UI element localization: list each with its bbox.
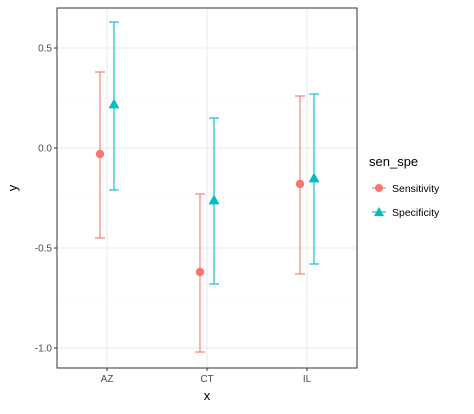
legend-label: Specificity [392,207,440,219]
y-axis-title: y [5,184,20,191]
x-axis-title: x [204,388,211,403]
x-axis: AZ CT IL [101,368,312,385]
data-point-specificity [308,172,320,183]
legend-key-marker [375,184,383,192]
x-tick-label: CT [200,374,213,385]
x-tick-label: AZ [101,374,114,385]
data-points [95,98,320,277]
data-point-specificity [108,98,120,109]
legend-label: Sensitivity [392,183,440,195]
data-point-sensitivity [195,267,205,277]
legend-key-specificity [372,207,386,216]
y-tick-label: 0.5 [38,44,52,55]
y-tick-label: -1.0 [35,344,53,355]
data-point-sensitivity [295,179,305,189]
data-point-specificity [208,194,220,205]
legend: sen_spe Sensitivity Specificity [369,154,440,219]
major-gridlines [57,8,357,368]
x-tick-label: IL [303,374,312,385]
y-tick-label: -0.5 [35,244,53,255]
legend-title: sen_spe [369,154,418,169]
legend-key-marker [374,207,384,216]
y-tick-label: 0.0 [38,144,52,155]
data-point-sensitivity [95,149,105,159]
legend-key-sensitivity [372,184,386,192]
y-axis: 0.5 0.0 -0.5 -1.0 [35,44,57,355]
